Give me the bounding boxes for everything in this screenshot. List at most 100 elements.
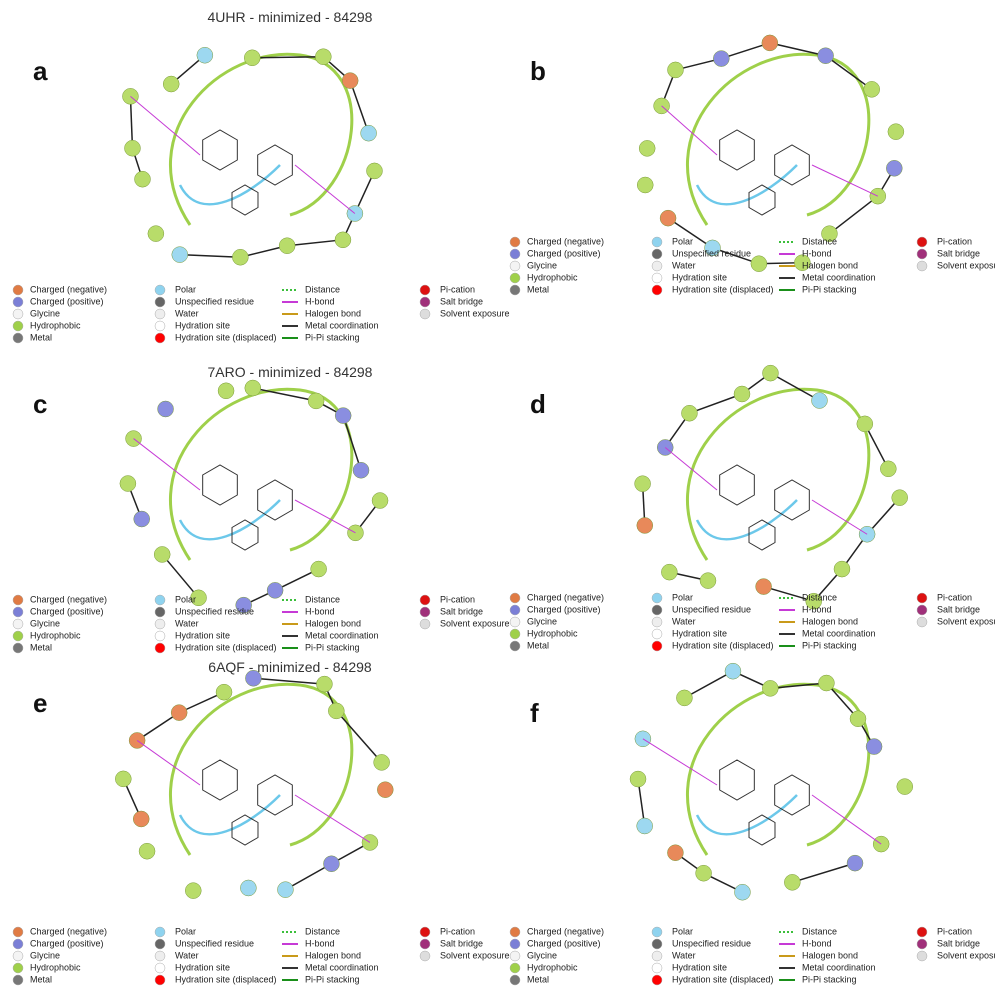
residue — [756, 579, 772, 595]
residue — [762, 365, 778, 381]
residue — [277, 882, 293, 898]
residue — [279, 238, 295, 254]
legend-label: Polar — [672, 236, 693, 246]
legend-label: Distance — [305, 926, 340, 936]
legend-label: Glycine — [30, 950, 60, 960]
residue — [667, 845, 683, 861]
legend-label: Metal — [527, 640, 549, 650]
panel-letter: e — [33, 688, 47, 718]
h-bond — [812, 795, 881, 844]
legend-label: Solvent exposure — [937, 950, 995, 960]
residue — [124, 140, 140, 156]
legend-icon — [155, 619, 165, 629]
residue — [762, 35, 778, 51]
residue — [892, 490, 908, 506]
legend-icon — [917, 237, 927, 247]
legend-icon — [510, 249, 520, 259]
legend: Charged (negative)Charged (positive)Glyc… — [13, 284, 510, 343]
panel-title: 7ARO - minimized - 84298 — [208, 364, 373, 380]
legend-icon — [510, 963, 520, 973]
residue — [148, 226, 164, 242]
residue — [353, 462, 369, 478]
legend-label: Charged (positive) — [527, 604, 601, 614]
legend-label: Glycine — [527, 616, 557, 626]
residue — [734, 386, 750, 402]
residue — [751, 256, 767, 272]
panel-title: 6AQF - minimized - 84298 — [208, 659, 372, 675]
legend-icon — [13, 951, 23, 961]
legend-label: Pi-cation — [440, 926, 475, 936]
pocket-outline — [687, 54, 868, 225]
legend-icon — [652, 641, 662, 651]
legend-label: Distance — [305, 284, 340, 294]
residue — [818, 675, 834, 691]
residue — [361, 125, 377, 141]
legend-label: Hydrophobic — [527, 272, 578, 282]
legend-label: H-bond — [802, 604, 832, 614]
legend-icon — [155, 643, 165, 653]
legend-label: Hydrophobic — [30, 630, 81, 640]
legend-icon — [652, 939, 662, 949]
legend-label: Metal coordination — [305, 320, 379, 330]
ligand-ring — [720, 465, 755, 505]
residue — [158, 401, 174, 417]
legend-icon — [652, 951, 662, 961]
legend-label: Unspecified residue — [672, 604, 751, 614]
legend-label: Pi-cation — [440, 284, 475, 294]
legend-label: Hydration site (displaced) — [672, 974, 774, 984]
legend-icon — [420, 927, 430, 937]
legend-label: Water — [672, 616, 696, 626]
legend-label: Salt bridge — [440, 938, 483, 948]
legend-icon — [652, 617, 662, 627]
pocket-outline — [687, 684, 868, 855]
legend-label: Polar — [672, 926, 693, 936]
residue — [700, 573, 716, 589]
legend-label: Polar — [175, 284, 196, 294]
legend-label: Salt bridge — [440, 606, 483, 616]
legend-label: Pi-Pi stacking — [305, 332, 360, 342]
residue — [311, 561, 327, 577]
residue — [244, 50, 260, 66]
residue — [245, 670, 261, 686]
residue — [197, 47, 213, 63]
legend-icon — [917, 617, 927, 627]
legend-label: Distance — [305, 594, 340, 604]
legend-icon — [510, 939, 520, 949]
legend-label: Pi-cation — [937, 592, 972, 602]
legend-icon — [13, 321, 23, 331]
legend-icon — [917, 927, 927, 937]
legend-label: Charged (negative) — [527, 592, 604, 602]
legend-icon — [155, 285, 165, 295]
legend-icon — [917, 261, 927, 271]
legend-label: Metal coordination — [305, 962, 379, 972]
legend-label: Hydration site — [672, 962, 727, 972]
h-bond — [295, 795, 370, 842]
legend-label: Metal — [527, 974, 549, 984]
legend-icon — [13, 607, 23, 617]
residue — [696, 865, 712, 881]
legend-label: Solvent exposure — [440, 308, 510, 318]
legend-label: Hydration site (displaced) — [175, 642, 277, 652]
h-bond — [295, 165, 355, 214]
legend-label: Unspecified residue — [672, 938, 751, 948]
residue — [134, 171, 150, 187]
interaction-diagram — [122, 47, 382, 265]
legend-label: Halogen bond — [305, 308, 361, 318]
residue — [886, 160, 902, 176]
legend-label: Water — [175, 308, 199, 318]
legend-label: Metal coordination — [802, 962, 876, 972]
legend-label: Unspecified residue — [672, 248, 751, 258]
legend-label: Pi-cation — [937, 926, 972, 936]
legend: Charged (negative)Charged (positive)Glyc… — [510, 926, 995, 985]
residue — [335, 232, 351, 248]
legend-icon — [155, 963, 165, 973]
legend-icon — [420, 595, 430, 605]
residue — [139, 843, 155, 859]
legend-label: Glycine — [30, 618, 60, 628]
legend-label: Hydrophobic — [30, 962, 81, 972]
legend-label: Solvent exposure — [937, 260, 995, 270]
legend-label: Water — [175, 618, 199, 628]
legend-icon — [917, 593, 927, 603]
residue — [366, 163, 382, 179]
legend-icon — [420, 285, 430, 295]
